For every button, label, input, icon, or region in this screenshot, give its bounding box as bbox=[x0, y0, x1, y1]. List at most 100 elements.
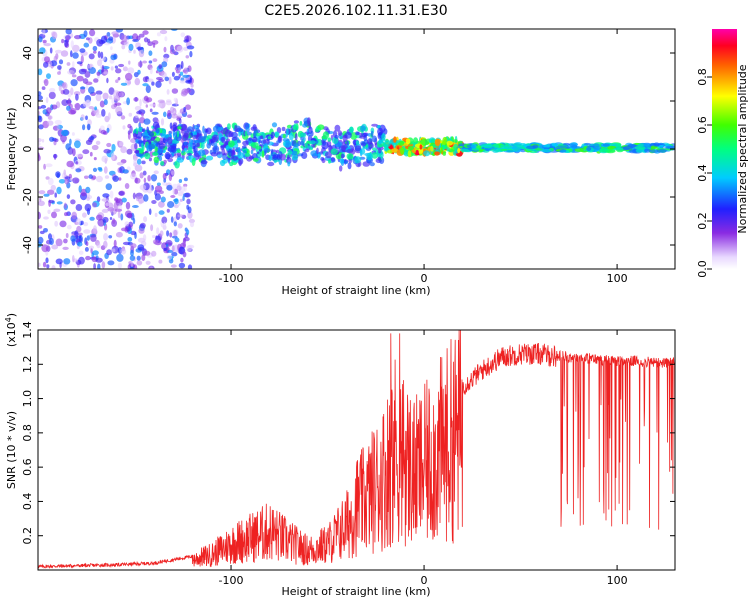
heatmap-cell bbox=[145, 85, 151, 94]
heatmap-cell bbox=[96, 242, 101, 249]
heatmap-cell bbox=[151, 81, 155, 86]
heatmap-cell bbox=[179, 79, 186, 84]
heatmap-cell bbox=[161, 61, 168, 68]
heatmap-cell bbox=[151, 111, 159, 115]
heatmap-cell bbox=[142, 170, 147, 176]
heatmap-cell bbox=[60, 134, 67, 143]
heatmap-cell bbox=[182, 130, 190, 139]
y-tick-label: -40 bbox=[21, 236, 34, 254]
heatmap-cell bbox=[50, 184, 56, 191]
heatmap-cell bbox=[43, 78, 49, 87]
heatmap-cell bbox=[61, 82, 66, 88]
heatmap-cell bbox=[658, 144, 665, 148]
heatmap-cell bbox=[77, 241, 83, 247]
heatmap-cell bbox=[45, 176, 50, 180]
heatmap-cell bbox=[177, 214, 184, 218]
heatmap-cell bbox=[371, 152, 378, 159]
heatmap-cell bbox=[38, 124, 44, 130]
heatmap-cell bbox=[38, 91, 42, 96]
heatmap-cell bbox=[88, 245, 95, 250]
heatmap-cell bbox=[121, 197, 127, 203]
heatmap-cell bbox=[154, 146, 158, 153]
heatmap-cell bbox=[101, 65, 105, 73]
heatmap-cell bbox=[354, 156, 362, 164]
heatmap-cell bbox=[338, 146, 342, 153]
heatmap-cell bbox=[105, 183, 113, 191]
heatmap-cell bbox=[142, 128, 146, 133]
heatmap-cell bbox=[89, 216, 95, 221]
heatmap-cell bbox=[75, 168, 82, 173]
heatmap-cell bbox=[200, 160, 208, 165]
heatmap-cell bbox=[118, 63, 125, 68]
heatmap-cell bbox=[128, 43, 134, 51]
heatmap-cell bbox=[189, 139, 194, 145]
heatmap-cell bbox=[306, 128, 310, 134]
spectrogram-y-ticks: 40 20 0 -20 -40 bbox=[21, 46, 675, 254]
heatmap-cell bbox=[118, 191, 125, 196]
heatmap-cell bbox=[38, 190, 46, 195]
heatmap-cell bbox=[54, 119, 62, 125]
heatmap-cell bbox=[267, 136, 271, 140]
heatmap-cell bbox=[72, 255, 75, 263]
heatmap-cell bbox=[38, 236, 44, 244]
heatmap-cell bbox=[177, 151, 182, 157]
heatmap-cell bbox=[38, 106, 42, 110]
heatmap-cell bbox=[154, 212, 158, 217]
heatmap-cell bbox=[114, 65, 118, 69]
heatmap-cell bbox=[38, 94, 43, 101]
heatmap-cell bbox=[180, 123, 188, 132]
heatmap-cell bbox=[163, 149, 166, 153]
heatmap-cell bbox=[613, 147, 624, 150]
heatmap-cell bbox=[49, 47, 53, 54]
heatmap-cell bbox=[251, 142, 259, 149]
heatmap-cell bbox=[113, 239, 117, 248]
heatmap-cell bbox=[132, 192, 136, 200]
heatmap-cell bbox=[593, 146, 602, 150]
heatmap-cell bbox=[178, 179, 183, 183]
colorbar-ticks: 0.0 0.2 0.4 0.6 0.8 bbox=[696, 68, 712, 278]
heatmap-cell bbox=[261, 150, 265, 158]
heatmap-cell bbox=[178, 118, 182, 124]
heatmap-cell bbox=[127, 132, 131, 140]
heatmap-cell bbox=[112, 218, 116, 225]
heatmap-cell bbox=[138, 126, 143, 132]
heatmap-cell bbox=[84, 203, 92, 212]
heatmap-cell bbox=[130, 249, 134, 257]
heatmap-cell bbox=[72, 148, 76, 157]
spectrogram-panel: -100 0 100 40 20 0 -20 -40 Height of straight … bbox=[5, 28, 676, 297]
heatmap-cell bbox=[136, 153, 143, 157]
heatmap-cell bbox=[145, 104, 148, 108]
heatmap-cell bbox=[248, 137, 253, 141]
heatmap-cell bbox=[171, 88, 179, 94]
heatmap-cell bbox=[103, 71, 109, 75]
heatmap-cell bbox=[367, 138, 373, 145]
heatmap-cell bbox=[500, 148, 508, 152]
heatmap-cell bbox=[92, 45, 98, 52]
heatmap-cell bbox=[173, 75, 180, 81]
heatmap-cell bbox=[441, 141, 446, 145]
heatmap-cell bbox=[46, 120, 54, 126]
heatmap-cell bbox=[284, 140, 292, 148]
heatmap-cell bbox=[276, 140, 281, 144]
heatmap-cell bbox=[120, 248, 127, 255]
heatmap-cell bbox=[148, 208, 152, 215]
heatmap-cell bbox=[96, 214, 103, 221]
heatmap-cell bbox=[289, 132, 294, 141]
heatmap-cell bbox=[41, 86, 46, 90]
heatmap-cell bbox=[85, 139, 93, 145]
heatmap-cell bbox=[291, 153, 298, 161]
heatmap-cell bbox=[130, 266, 134, 269]
heatmap-cell bbox=[314, 128, 320, 133]
heatmap-cell bbox=[287, 161, 291, 167]
heatmap-cell bbox=[182, 195, 185, 201]
heatmap-cell bbox=[206, 138, 210, 145]
snr-panel: -100 0 100 0.2 0.4 0.6 0.8 1.0 1.2 1.4 Height of… bbox=[4, 313, 676, 598]
heatmap-cell bbox=[120, 146, 127, 154]
heatmap-cell bbox=[234, 124, 238, 133]
heatmap-cell bbox=[38, 211, 41, 220]
heatmap-cell bbox=[158, 143, 166, 149]
heatmap-cell bbox=[127, 67, 135, 74]
heatmap-cell bbox=[152, 239, 159, 245]
heatmap-cell bbox=[60, 50, 69, 57]
heatmap-cell bbox=[49, 237, 54, 246]
